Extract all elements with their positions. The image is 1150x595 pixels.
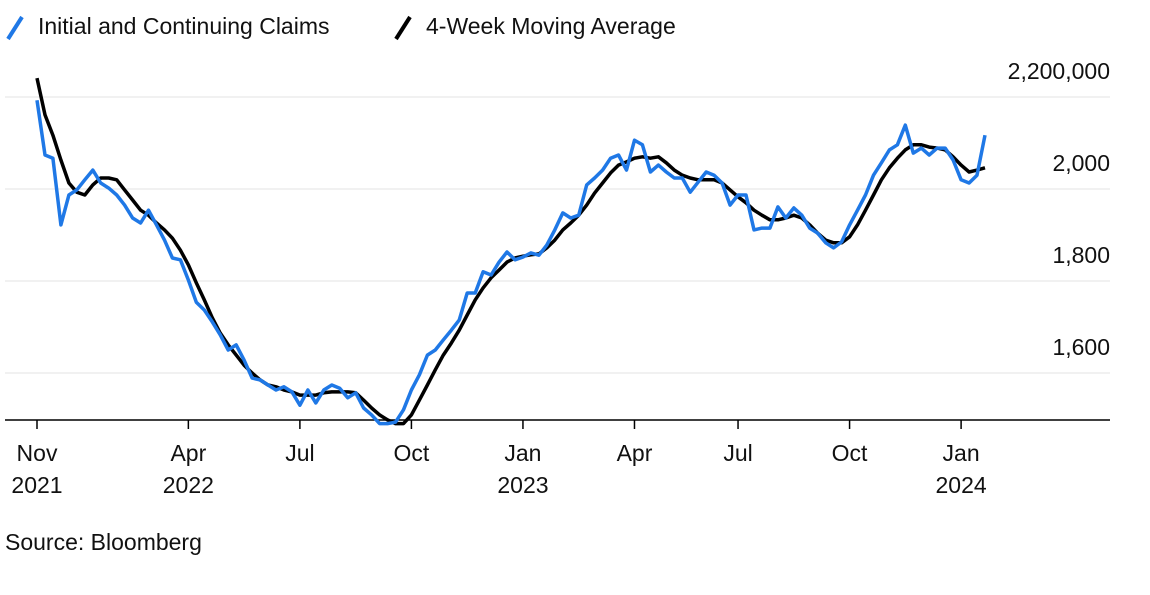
legend-swatch	[394, 15, 412, 41]
y-tick-label: 2,000	[1052, 150, 1110, 176]
x-tick-label: Apr	[617, 440, 653, 466]
x-tick-label: Jul	[723, 440, 752, 466]
x-tick-label: Oct	[832, 440, 868, 466]
legend-swatch	[6, 15, 24, 41]
x-tick-label: Nov 2021	[11, 440, 62, 498]
legend-label: Initial and Continuing Claims	[38, 13, 330, 39]
source-note: Source: Bloomberg	[5, 529, 202, 555]
legend-label: 4-Week Moving Average	[426, 13, 676, 39]
x-tick-label: Jul	[285, 440, 314, 466]
y-tick-label: 1,600	[1052, 334, 1110, 360]
legend: Initial and Continuing Claims 4-Week Mov…	[6, 13, 676, 41]
x-tick-label: Apr 2022	[163, 440, 214, 498]
x-tick-label: Jan 2024	[936, 440, 987, 498]
series-line	[35, 77, 986, 426]
x-tick-label: Jan 2023	[497, 440, 548, 498]
series-line	[35, 99, 987, 426]
y-tick-label: 1,800	[1052, 242, 1110, 268]
y-tick-label: 2,200,000	[1008, 58, 1110, 84]
x-tick-label: Oct	[394, 440, 430, 466]
